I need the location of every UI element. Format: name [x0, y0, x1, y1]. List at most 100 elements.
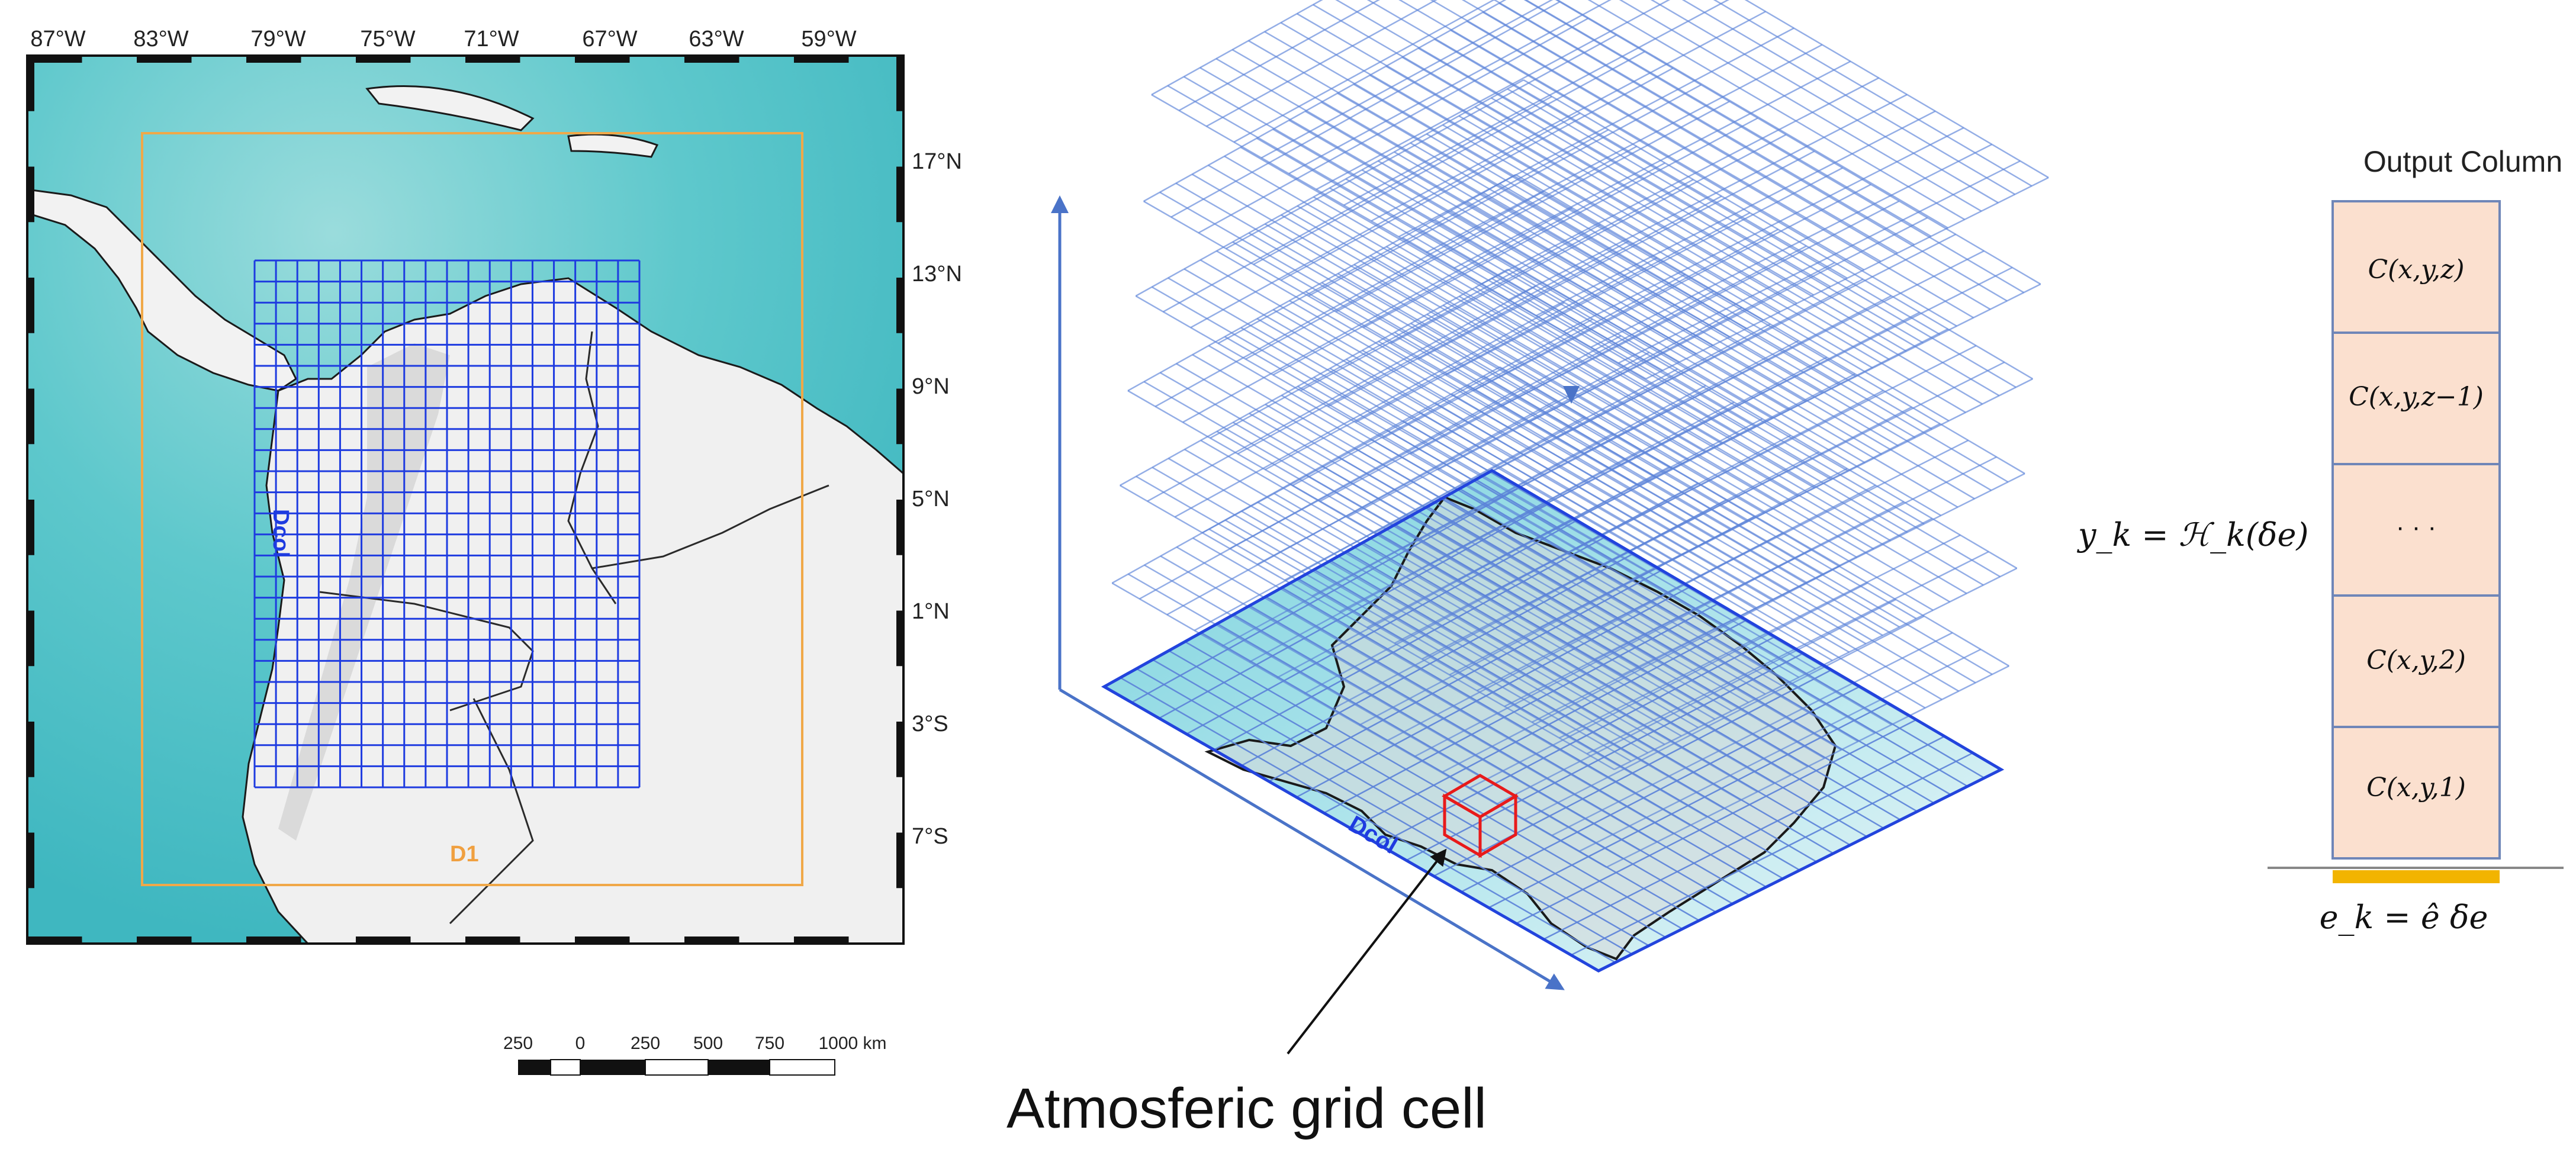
grid-line: [1500, 200, 1900, 407]
grid-line: [1190, 112, 1581, 329]
map-panel: D1 Dcol 87°W 83°W 79°W 75°W 71°W 67°W 63…: [26, 27, 962, 945]
grid-line: [1327, 195, 1722, 407]
grid-line: [1335, 101, 1730, 313]
scale-label: 250: [631, 1034, 660, 1053]
frame-tick: [896, 166, 903, 223]
base-domain-border: [1101, 469, 2005, 973]
grid-line: [1481, 77, 1879, 285]
grid-line: [1174, 302, 1565, 518]
column-title: Output Column: [2363, 145, 2562, 178]
grid-line: [1406, 652, 1804, 861]
grid-line: [1629, 378, 2033, 581]
grid-line: [1622, 472, 2025, 676]
grid-line: [1398, 27, 1794, 238]
frame-tick: [246, 936, 301, 944]
grid-line: [1154, 190, 1545, 407]
grid-line: [1159, 503, 1549, 719]
grid-line: [1253, 51, 1645, 265]
frame-tick: [465, 56, 520, 63]
column-cell: [2331, 594, 2501, 728]
column-cell: [2331, 726, 2501, 860]
grid-line: [1578, 648, 1982, 852]
observation-equation: y_k = ℋ_k(δe): [2077, 516, 2309, 553]
grid-line: [1371, 11, 1766, 222]
frame-tick: [27, 832, 34, 889]
frame-tick: [575, 56, 630, 63]
frame-tick: [794, 56, 849, 63]
map-andes-relief: [278, 343, 450, 841]
grid-layers: [1104, 0, 2049, 972]
grid-line: [1339, 401, 1735, 613]
horizontal-axis-arrow: [1059, 688, 1565, 990]
grid-layer: [1151, 0, 2049, 380]
grid-line: [1226, 34, 1617, 250]
frame-tick: [575, 936, 630, 944]
frame-tick: [27, 388, 34, 445]
grid-line: [1288, 0, 1612, 175]
grid-layer: [1143, 0, 2041, 487]
frame-tick: [27, 278, 34, 333]
grid-line: [1606, 665, 2009, 868]
atmospheric-cell-cube: [1442, 774, 1519, 858]
grid-line: [1350, 619, 1747, 830]
grid-line: [1233, 0, 1496, 143]
frame-tick: [137, 56, 192, 63]
frame-tick: [356, 936, 411, 944]
frame-tick: [896, 500, 903, 555]
lon-label: 67°W: [582, 27, 637, 52]
frame-tick: [246, 56, 301, 63]
grid-line: [1559, 534, 1961, 739]
scale-label: 500: [693, 1034, 723, 1053]
grid-line: [1131, 486, 1521, 703]
latitude-labels: 17°N 13°N 9°N 5°N 1°N 3°S 7°S: [912, 149, 962, 849]
frame-tick: [465, 936, 520, 944]
grid-line: [1523, 615, 1925, 821]
frame-tick: [27, 56, 34, 111]
grid-line: [1571, 752, 1973, 956]
grid-line: [1496, 598, 1896, 805]
inner-down-arrow: [1563, 386, 1580, 404]
frame-tick: [896, 388, 903, 445]
dcol-grid: [253, 259, 641, 789]
frame-tick: [27, 500, 34, 555]
grid-line: [1417, 150, 1815, 360]
frame-tick: [27, 610, 34, 667]
grid-line: [1590, 143, 1993, 348]
grid-line: [1178, 0, 1380, 111]
grid-line: [1151, 0, 1323, 96]
frame-tick: [896, 56, 903, 111]
grid-line: [1516, 719, 1917, 925]
grid-line: [1127, 173, 1516, 392]
grid-line: [1182, 207, 1573, 423]
grid-line: [1508, 94, 1908, 301]
grid-line: [1586, 551, 1989, 755]
grid-line: [1610, 266, 2013, 471]
grid-line: [1681, 0, 2015, 195]
frame-tick: [794, 936, 849, 944]
grid-line: [1260, 0, 1554, 159]
grid-line: [1186, 520, 1577, 735]
grid-line: [1390, 134, 1787, 345]
map-land-islands: [365, 85, 659, 158]
lat-label: 3°S: [912, 712, 948, 736]
lon-label: 59°W: [801, 27, 856, 52]
frame-tick: [896, 278, 903, 333]
map-frame-ticks: [27, 56, 903, 944]
column-cell-label: C(x,y,1): [2366, 773, 2466, 803]
column-cell: [2331, 200, 2501, 334]
longitude-labels: 87°W 83°W 79°W 75°W 71°W 67°W 63°W 59°W: [30, 27, 856, 52]
grid-line: [1426, 44, 1823, 253]
grid-line: [1281, 67, 1674, 281]
callout-arrow: [1287, 848, 1447, 1055]
column-cell: [2331, 332, 2501, 465]
grid3d-panel: Dcol Atmosferic grid cell: [1006, 0, 2049, 1140]
map-land-central-america: [27, 188, 297, 392]
grid-line: [1618, 160, 2021, 364]
grid-line: [1543, 735, 1945, 940]
lon-label: 83°W: [133, 27, 188, 52]
domain-d1-label: D1: [450, 842, 479, 867]
grid-line: [1355, 212, 1751, 423]
grid-line: [1163, 95, 1552, 313]
grid-line: [1594, 456, 1997, 660]
